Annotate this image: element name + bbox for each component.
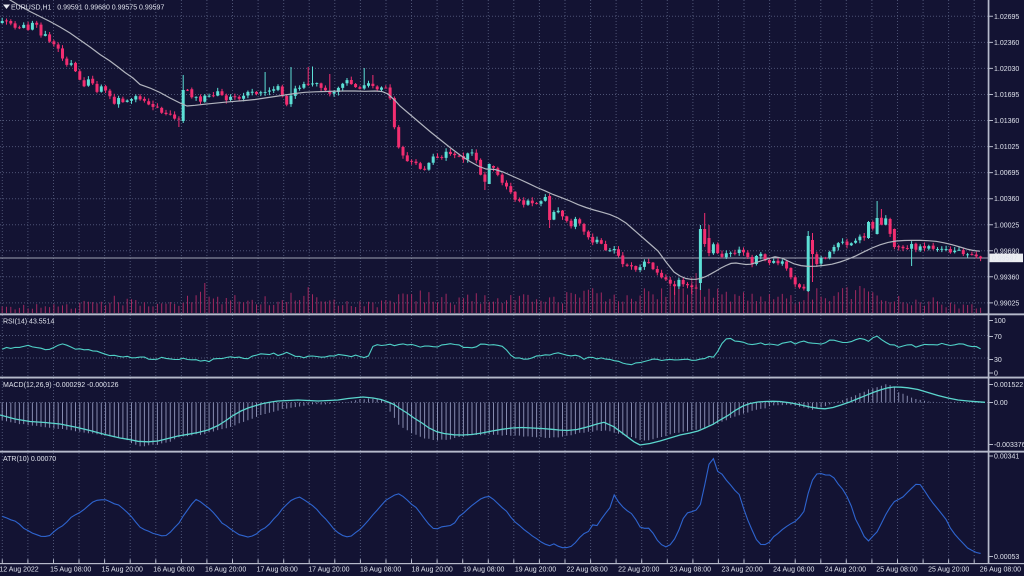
svg-text:RSI(14) 43.5514: RSI(14) 43.5514 bbox=[3, 319, 54, 326]
svg-text:16 Aug 20:00: 16 Aug 20:00 bbox=[205, 567, 246, 574]
svg-text:15 Aug 08:00: 15 Aug 08:00 bbox=[50, 567, 91, 574]
svg-text:25 Aug 20:00: 25 Aug 20:00 bbox=[928, 567, 969, 574]
svg-text:MACD(12,26,9) -0.000292 -0.000: MACD(12,26,9) -0.000292 -0.000126 bbox=[3, 382, 119, 389]
svg-text:1.00025: 1.00025 bbox=[994, 222, 1019, 229]
svg-text:23 Aug 20:00: 23 Aug 20:00 bbox=[721, 567, 762, 574]
svg-text:100: 100 bbox=[994, 318, 1006, 325]
svg-text:22 Aug 08:00: 22 Aug 08:00 bbox=[566, 567, 607, 574]
svg-text:26 Aug 08:00: 26 Aug 08:00 bbox=[980, 567, 1021, 574]
svg-text:0.00341: 0.00341 bbox=[994, 454, 1019, 461]
svg-text:0.00053: 0.00053 bbox=[994, 554, 1019, 561]
svg-text:12 Aug 2022: 12 Aug 2022 bbox=[0, 567, 39, 574]
svg-text:1.02360: 1.02360 bbox=[994, 40, 1019, 47]
svg-text:1.02695: 1.02695 bbox=[994, 14, 1019, 21]
svg-text:EURUSD,H1 0.99591 0.99680 0.: EURUSD,H1 0.99591 0.99680 0.99575 0.9959… bbox=[11, 5, 164, 12]
svg-text:23 Aug 08:00: 23 Aug 08:00 bbox=[670, 567, 711, 574]
svg-text:18 Aug 08:00: 18 Aug 08:00 bbox=[360, 567, 401, 574]
svg-text:ATR(10) 0.00070: ATR(10) 0.00070 bbox=[3, 456, 56, 463]
svg-text:17 Aug 08:00: 17 Aug 08:00 bbox=[257, 567, 298, 574]
svg-text:1.01695: 1.01695 bbox=[994, 92, 1019, 99]
svg-text:-0.003376: -0.003376 bbox=[994, 442, 1024, 449]
svg-text:1.00360: 1.00360 bbox=[994, 196, 1019, 203]
svg-text:0.99025: 0.99025 bbox=[994, 301, 1019, 308]
svg-text:0.99360: 0.99360 bbox=[994, 274, 1019, 281]
svg-text:19 Aug 08:00: 19 Aug 08:00 bbox=[463, 567, 504, 574]
svg-text:30: 30 bbox=[994, 357, 1002, 364]
svg-text:0.99597: 0.99597 bbox=[992, 256, 1017, 263]
svg-text:70: 70 bbox=[994, 334, 1002, 341]
svg-text:24 Aug 20:00: 24 Aug 20:00 bbox=[825, 567, 866, 574]
svg-text:1.01025: 1.01025 bbox=[994, 144, 1019, 151]
svg-text:1.02030: 1.02030 bbox=[994, 66, 1019, 73]
svg-text:15 Aug 20:00: 15 Aug 20:00 bbox=[102, 567, 143, 574]
svg-text:24 Aug 08:00: 24 Aug 08:00 bbox=[773, 567, 814, 574]
svg-text:0.00: 0.00 bbox=[994, 400, 1008, 407]
svg-text:22 Aug 20:00: 22 Aug 20:00 bbox=[618, 567, 659, 574]
svg-text:16 Aug 08:00: 16 Aug 08:00 bbox=[153, 567, 194, 574]
svg-text:0.99690: 0.99690 bbox=[994, 248, 1019, 255]
svg-text:1.00695: 1.00695 bbox=[994, 170, 1019, 177]
svg-text:0: 0 bbox=[994, 371, 998, 378]
svg-text:17 Aug 20:00: 17 Aug 20:00 bbox=[308, 567, 349, 574]
svg-text:0.001522: 0.001522 bbox=[994, 382, 1023, 389]
svg-text:19 Aug 20:00: 19 Aug 20:00 bbox=[515, 567, 556, 574]
svg-text:25 Aug 08:00: 25 Aug 08:00 bbox=[876, 567, 917, 574]
svg-text:18 Aug 20:00: 18 Aug 20:00 bbox=[412, 567, 453, 574]
svg-text:1.01360: 1.01360 bbox=[994, 118, 1019, 125]
